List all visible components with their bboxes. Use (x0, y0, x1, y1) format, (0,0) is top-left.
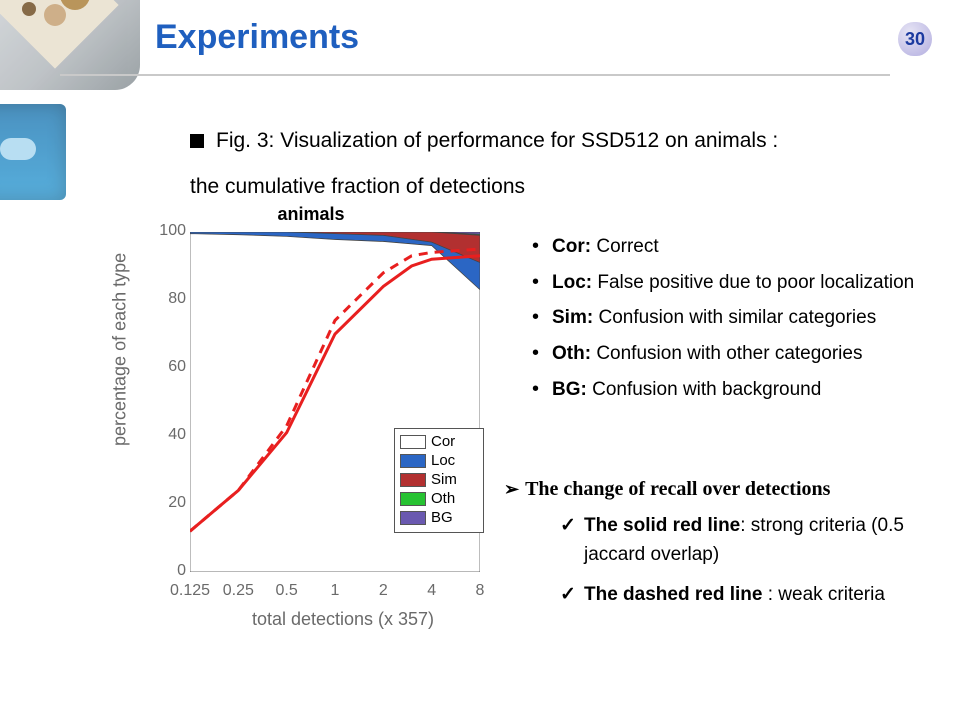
definition-term: BG: (552, 379, 587, 400)
recall-item: The dashed red line : weak criteria (560, 581, 940, 610)
legend-label: Cor (431, 433, 455, 450)
caption-line1: Fig. 3: Visualization of performance for… (216, 129, 778, 152)
definition-term: Cor: (552, 236, 591, 257)
ytick-label: 20 (146, 494, 186, 512)
legend-item: Sim (400, 471, 478, 488)
xtick-label: 4 (410, 582, 454, 600)
xtick-label: 0.5 (265, 582, 309, 600)
definition-item: Sim: Confusion with similar categories (530, 305, 940, 331)
definition-item: Oth: Confusion with other categories (530, 341, 940, 367)
legend-label: Oth (431, 490, 455, 507)
ytick-label: 0 (146, 562, 186, 580)
bullet-square-icon (190, 134, 204, 148)
caption-line2: the cumulative fraction of detections (190, 175, 525, 198)
slide-title: Experiments (155, 18, 359, 57)
recall-item: The solid red line: strong criteria (0.5… (560, 512, 940, 569)
definition-term: Oth: (552, 343, 591, 364)
definition-item: Cor: Correct (530, 234, 940, 260)
definitions-list: Cor: Correct Loc: False positive due to p… (530, 234, 940, 412)
legend-swatch (400, 473, 426, 487)
definition-item: BG: Confusion with background (530, 377, 940, 403)
xtick-label: 8 (458, 582, 502, 600)
xtick-label: 0.25 (216, 582, 260, 600)
chart-legend: Cor Loc Sim Oth BG (394, 428, 484, 533)
legend-swatch (400, 492, 426, 506)
slide: Experiments 30 Fig. 3: Visualization of … (0, 0, 960, 720)
xtick-label: 1 (313, 582, 357, 600)
ytick-label: 40 (146, 426, 186, 444)
legend-swatch (400, 454, 426, 468)
decor-top-image (0, 0, 140, 90)
figure-caption: Fig. 3: Visualization of performance for… (190, 118, 910, 210)
ytick-label: 100 (146, 222, 186, 240)
xtick-label: 2 (361, 582, 405, 600)
page-number-badge: 30 (898, 22, 932, 56)
title-divider (60, 74, 890, 76)
legend-item: Oth (400, 490, 478, 507)
legend-label: Sim (431, 471, 457, 488)
legend-item: Loc (400, 452, 478, 469)
chart-ylabel: percentage of each type (110, 253, 131, 446)
recall-item-bold: The solid red line (584, 515, 740, 536)
definition-term: Loc: (552, 272, 592, 293)
chart-xlabel: total detections (x 357) (190, 609, 496, 630)
legend-item: Cor (400, 433, 478, 450)
legend-swatch (400, 511, 426, 525)
definition-term: Sim: (552, 307, 593, 328)
ytick-label: 80 (146, 290, 186, 308)
chevron-right-icon: ➢ (504, 479, 519, 499)
xtick-label: 0.125 (168, 582, 212, 600)
legend-label: Loc (431, 452, 455, 469)
recall-heading-text: The change of recall over detections (525, 478, 830, 500)
recall-heading: ➢ The change of recall over detections (504, 478, 944, 501)
chart-container: animals percentage of each type 02040608… (126, 226, 496, 626)
legend-item: BG (400, 509, 478, 526)
decor-side-image (0, 104, 66, 200)
definition-item: Loc: False positive due to poor localiza… (530, 270, 940, 296)
recall-item-bold: The dashed red line (584, 584, 768, 605)
legend-swatch (400, 435, 426, 449)
ytick-label: 60 (146, 358, 186, 376)
legend-label: BG (431, 509, 453, 526)
recall-items: The solid red line: strong criteria (0.5… (560, 512, 940, 622)
